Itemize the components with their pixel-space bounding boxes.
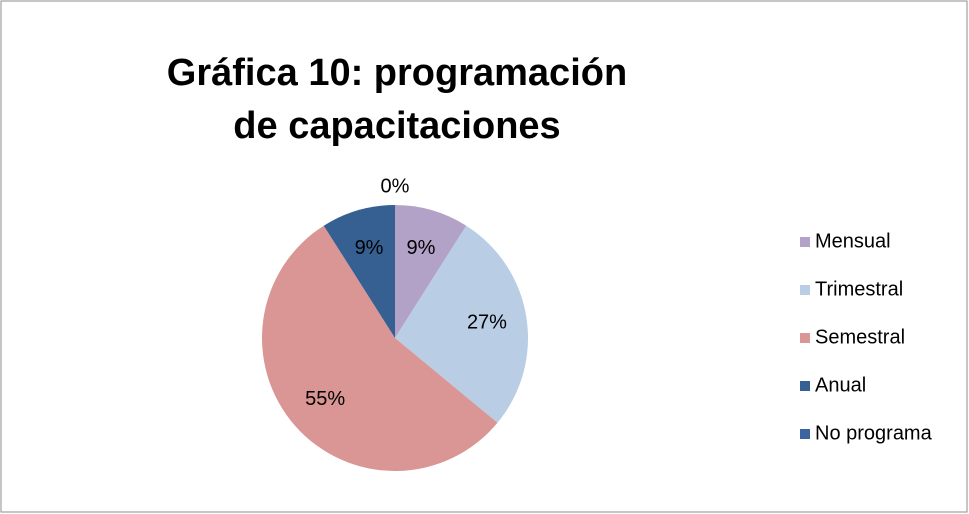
data-label: 55% [305, 388, 345, 410]
pie-slice [262, 225, 498, 472]
legend-swatch [800, 381, 810, 391]
legend-label: No programa [815, 422, 933, 444]
legend-swatch [800, 237, 810, 247]
data-label: 27% [467, 312, 507, 334]
legend-swatch [800, 285, 810, 295]
legend-label: Trimestral [815, 278, 903, 300]
pie-slice [395, 205, 467, 338]
legend-label: Anual [815, 374, 866, 396]
legend-swatch [800, 333, 810, 343]
legend-swatch [800, 429, 810, 439]
chart-title: Gráfica 10: programación de capacitacione… [167, 52, 627, 147]
pie-slice [395, 225, 528, 423]
legend-label: Mensual [815, 230, 891, 252]
pie-slice [323, 205, 395, 338]
legend-label: Semestral [815, 326, 905, 348]
data-label: 0% [381, 175, 410, 197]
data-label: 9% [355, 237, 384, 259]
data-label: 9% [407, 237, 436, 259]
